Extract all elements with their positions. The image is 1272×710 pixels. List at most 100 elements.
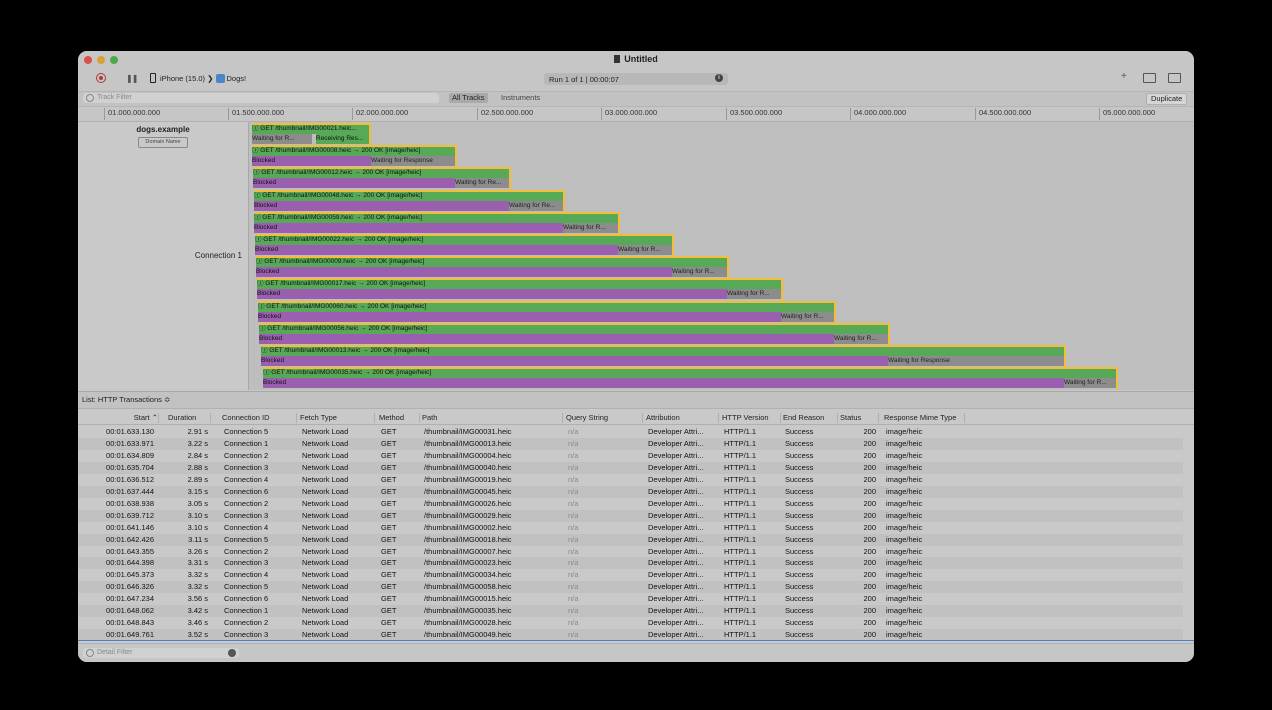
- waiting-segment[interactable]: Waiting for R...: [1064, 378, 1116, 389]
- column-header[interactable]: Fetch Type: [300, 413, 375, 423]
- record-button[interactable]: [96, 73, 106, 83]
- info-icon[interactable]: i: [715, 74, 723, 82]
- ruler-tick: 02.000.000.000: [352, 108, 408, 120]
- column-header[interactable]: Duration: [168, 413, 211, 423]
- toggle-detail-pane-icon[interactable]: [1143, 73, 1156, 83]
- table-cell: /thumbnail/IMG00002.heic: [424, 522, 512, 532]
- blocked-segment[interactable]: Blocked: [263, 378, 1064, 389]
- column-header[interactable]: Start ⌃: [82, 413, 159, 423]
- column-header[interactable]: Status: [840, 413, 879, 423]
- blocked-segment[interactable]: Blocked: [253, 178, 455, 189]
- transaction-bar[interactable]: ⓘ GET /thumbnail/IMG00021.heic...: [252, 124, 369, 134]
- blocked-segment[interactable]: Blocked: [258, 311, 781, 322]
- table-row[interactable]: 00:01.641.146 3.10 s Connection 4 Network L…: [78, 522, 1183, 534]
- column-header[interactable]: Method: [379, 413, 420, 423]
- table-row[interactable]: 00:01.633.971 3.22 s Connection 1 Network L…: [78, 437, 1183, 450]
- target-selector[interactable]: iPhone (15.0) ❯ Dogs!: [150, 73, 246, 83]
- waiting-segment[interactable]: Waiting for R...: [618, 245, 672, 255]
- clear-filter-icon[interactable]: [228, 649, 236, 657]
- table-cell: Developer Attri...: [648, 462, 704, 472]
- waiting-segment[interactable]: Waiting for R...: [781, 311, 834, 322]
- waiting-segment[interactable]: Waiting for R...: [834, 333, 888, 344]
- minimize-window-button[interactable]: [97, 56, 105, 64]
- blocked-segment[interactable]: Blocked: [257, 289, 727, 300]
- add-instrument-button[interactable]: +: [1121, 71, 1127, 82]
- instruments-tab[interactable]: Instruments: [501, 93, 541, 102]
- duplicate-button[interactable]: Duplicate: [1146, 93, 1188, 105]
- transaction-bar[interactable]: ⓘ GET /thumbnail/IMG00013.heic → 200 OK …: [261, 346, 1064, 356]
- http-track-timeline[interactable]: ⓘ GET /thumbnail/IMG00021.heic... Waiting…: [248, 122, 1194, 390]
- time-ruler[interactable]: 01.000.000.000 01.500.000.000 02.000.000.0…: [78, 107, 1194, 122]
- table-row[interactable]: 00:01.637.444 3.15 s Connection 6 Network L…: [78, 485, 1183, 498]
- table-cell: image/heic: [886, 630, 923, 640]
- table-cell: 200: [863, 522, 876, 532]
- blocked-segment[interactable]: Blocked: [252, 156, 371, 167]
- waiting-segment[interactable]: Waiting for R...: [672, 267, 727, 278]
- table-cell: Developer Attri...: [648, 558, 704, 568]
- table-cell: 3.52 s: [187, 630, 208, 640]
- column-header[interactable]: End Reason: [783, 413, 838, 423]
- domain-name-button[interactable]: Domain Name: [138, 137, 188, 148]
- toggle-inspector-icon[interactable]: [1168, 73, 1181, 83]
- track-filter-input[interactable]: Track Filter: [83, 93, 439, 103]
- waiting-segment[interactable]: Waiting for R...: [563, 222, 618, 233]
- table-row[interactable]: 00:01.642.426 3.11 s Connection 5 Network L…: [78, 533, 1183, 546]
- transaction-bar[interactable]: ⓘ GET /thumbnail/IMG00056.heic → 200 OK …: [259, 323, 888, 334]
- blocked-segment[interactable]: Blocked: [255, 245, 618, 255]
- transaction-bar[interactable]: ⓘ GET /thumbnail/IMG00035.heic → 200 OK …: [263, 368, 1116, 379]
- receiving-segment[interactable]: Receiving Res...: [316, 134, 369, 144]
- table-cell: 00:01.646.326: [106, 582, 154, 592]
- column-header[interactable]: Path: [422, 413, 563, 423]
- waiting-segment[interactable]: Waiting for Re...: [509, 200, 563, 211]
- waiting-segment[interactable]: Waiting for Response: [888, 356, 1064, 366]
- table-cell: Network Load: [302, 522, 349, 532]
- table-cell: Developer Attri...: [648, 427, 704, 436]
- transaction-bar[interactable]: ⓘ GET /thumbnail/IMG00059.heic → 200 OK …: [254, 212, 618, 223]
- table-row[interactable]: 00:01.649.761 3.52 s Connection 3 Network L…: [78, 629, 1183, 640]
- transaction-bar[interactable]: ⓘ GET /thumbnail/IMG00048.heic → 200 OK …: [254, 190, 563, 201]
- blocked-segment[interactable]: Blocked: [261, 356, 888, 366]
- table-row[interactable]: 00:01.643.355 3.26 s Connection 2 Network L…: [78, 546, 1183, 558]
- column-header[interactable]: Connection ID: [222, 413, 297, 423]
- transaction-bar[interactable]: ⓘ GET /thumbnail/IMG00060.heic → 200 OK …: [258, 301, 834, 312]
- toolbar: ❚❚ iPhone (15.0) ❯ Dogs! Run 1 of 1 | 00…: [78, 69, 1194, 91]
- transaction-bar[interactable]: ⓘ GET /thumbnail/IMG00008.heic → 200 OK …: [252, 146, 455, 157]
- transaction-bar[interactable]: ⓘ GET /thumbnail/IMG00009.heic → 200 OK …: [256, 257, 727, 268]
- detail-filter-input[interactable]: Detail Filter: [83, 648, 239, 658]
- table-row[interactable]: 00:01.645.373 3.32 s Connection 4 Network L…: [78, 569, 1183, 581]
- all-tracks-tab[interactable]: All Tracks: [449, 93, 488, 103]
- waiting-segment[interactable]: Waiting for Re...: [455, 178, 509, 189]
- table-row[interactable]: 00:01.634.809 2.84 s Connection 2 Network L…: [78, 450, 1183, 462]
- column-header[interactable]: HTTP Version: [722, 413, 781, 423]
- table-row[interactable]: 00:01.644.398 3.31 s Connection 3 Network L…: [78, 557, 1183, 570]
- waiting-segment[interactable]: Waiting for R...: [252, 134, 312, 144]
- table-row[interactable]: 00:01.639.712 3.10 s Connection 3 Network L…: [78, 509, 1183, 522]
- table-cell: /thumbnail/IMG00031.heic: [424, 427, 512, 436]
- table-row[interactable]: 00:01.648.843 3.46 s Connection 2 Network L…: [78, 617, 1183, 629]
- transaction-bar[interactable]: ⓘ GET /thumbnail/IMG00022.heic → 200 OK …: [255, 235, 672, 245]
- table-row[interactable]: 00:01.638.938 3.05 s Connection 2 Network L…: [78, 498, 1183, 510]
- table-row[interactable]: 00:01.647.234 3.56 s Connection 6 Network L…: [78, 593, 1183, 605]
- transaction-bar[interactable]: ⓘ GET /thumbnail/IMG00012.heic → 200 OK …: [253, 168, 509, 179]
- column-header[interactable]: Attribution: [646, 413, 719, 423]
- zoom-window-button[interactable]: [110, 56, 118, 64]
- blocked-segment[interactable]: Blocked: [254, 200, 509, 211]
- detail-list-selector[interactable]: List: HTTP Transactions ≎: [78, 391, 1194, 409]
- close-window-button[interactable]: [84, 56, 92, 64]
- table-cell: /thumbnail/IMG00023.heic: [424, 558, 512, 568]
- table-row[interactable]: 00:01.646.326 3.32 s Connection 5 Network L…: [78, 581, 1183, 594]
- column-header[interactable]: Response Mime Type: [884, 413, 965, 423]
- blocked-segment[interactable]: Blocked: [256, 267, 672, 278]
- blocked-segment[interactable]: Blocked: [254, 222, 563, 233]
- table-row[interactable]: 00:01.633.130 2.91 s Connection 5 Network L…: [78, 426, 1183, 438]
- pause-button[interactable]: ❚❚: [126, 74, 138, 83]
- transaction-bar[interactable]: ⓘ GET /thumbnail/IMG00017.heic → 200 OK …: [257, 279, 781, 290]
- table-row[interactable]: 00:01.636.512 2.89 s Connection 4 Network L…: [78, 474, 1183, 486]
- run-status[interactable]: Run 1 of 1 | 00:00:07 i: [544, 73, 728, 85]
- blocked-segment[interactable]: Blocked: [259, 333, 834, 344]
- table-row[interactable]: 00:01.635.704 2.88 s Connection 3 Network L…: [78, 461, 1183, 474]
- column-header[interactable]: Query String: [566, 413, 643, 423]
- waiting-segment[interactable]: Waiting for Response: [371, 156, 455, 167]
- table-row[interactable]: 00:01.648.062 3.42 s Connection 1 Network L…: [78, 605, 1183, 618]
- waiting-segment[interactable]: Waiting for R...: [727, 289, 781, 300]
